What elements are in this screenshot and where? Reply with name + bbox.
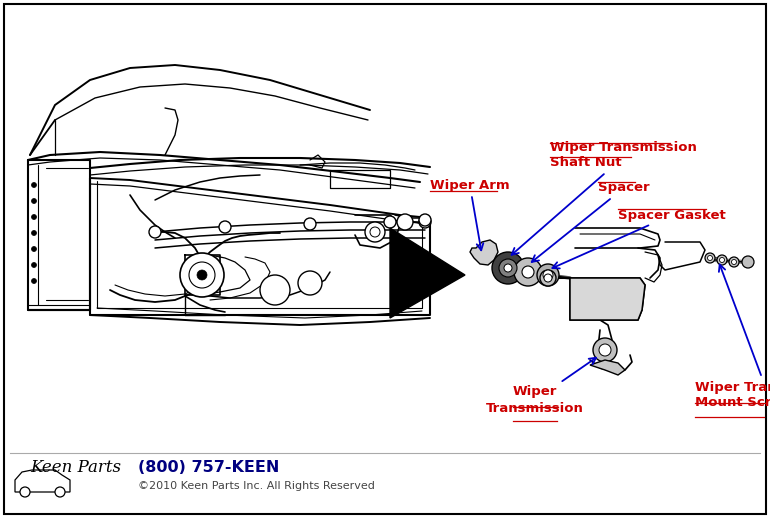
- Circle shape: [593, 338, 617, 362]
- Circle shape: [599, 344, 611, 356]
- Text: (800) 757-KEEN: (800) 757-KEEN: [138, 459, 280, 474]
- Circle shape: [499, 259, 517, 277]
- Circle shape: [32, 231, 36, 236]
- Circle shape: [365, 222, 385, 242]
- Circle shape: [544, 274, 552, 282]
- Circle shape: [32, 214, 36, 220]
- Circle shape: [370, 227, 380, 237]
- Circle shape: [189, 262, 215, 288]
- Circle shape: [504, 264, 512, 272]
- Circle shape: [514, 258, 542, 286]
- Text: Wiper Arm: Wiper Arm: [430, 179, 510, 250]
- Circle shape: [419, 216, 431, 228]
- Circle shape: [32, 182, 36, 188]
- Polygon shape: [570, 278, 645, 320]
- Circle shape: [260, 275, 290, 305]
- Circle shape: [492, 252, 524, 284]
- Circle shape: [384, 216, 396, 228]
- Text: Spacer: Spacer: [532, 181, 650, 262]
- Text: Spacer Gasket: Spacer Gasket: [552, 209, 726, 268]
- Circle shape: [32, 247, 36, 252]
- Circle shape: [32, 263, 36, 267]
- Circle shape: [708, 255, 712, 261]
- Circle shape: [304, 218, 316, 230]
- Circle shape: [543, 270, 553, 280]
- Circle shape: [717, 255, 727, 265]
- Polygon shape: [590, 360, 625, 375]
- Text: Wiper Transmission
Mount Screw: Wiper Transmission Mount Screw: [695, 265, 770, 410]
- Circle shape: [537, 264, 559, 286]
- Text: Wiper
Transmission: Wiper Transmission: [486, 358, 596, 414]
- Polygon shape: [390, 228, 465, 318]
- Circle shape: [219, 221, 231, 233]
- Circle shape: [522, 266, 534, 278]
- Polygon shape: [15, 470, 70, 492]
- Text: ©2010 Keen Parts Inc. All Rights Reserved: ©2010 Keen Parts Inc. All Rights Reserve…: [138, 481, 375, 491]
- Circle shape: [20, 487, 30, 497]
- Circle shape: [298, 271, 322, 295]
- Circle shape: [419, 214, 431, 226]
- Circle shape: [729, 257, 739, 267]
- Circle shape: [732, 260, 736, 265]
- Polygon shape: [470, 240, 498, 265]
- Text: Keen Parts: Keen Parts: [30, 459, 121, 477]
- Circle shape: [197, 270, 207, 280]
- Circle shape: [55, 487, 65, 497]
- Circle shape: [540, 270, 556, 286]
- Text: Wiper Transmission 
Shaft Nut: Wiper Transmission Shaft Nut: [511, 140, 701, 255]
- Circle shape: [180, 253, 224, 297]
- Circle shape: [742, 256, 754, 268]
- Circle shape: [149, 226, 161, 238]
- Circle shape: [705, 253, 715, 263]
- Circle shape: [32, 279, 36, 283]
- Circle shape: [32, 198, 36, 204]
- Circle shape: [719, 257, 725, 263]
- Circle shape: [397, 214, 413, 230]
